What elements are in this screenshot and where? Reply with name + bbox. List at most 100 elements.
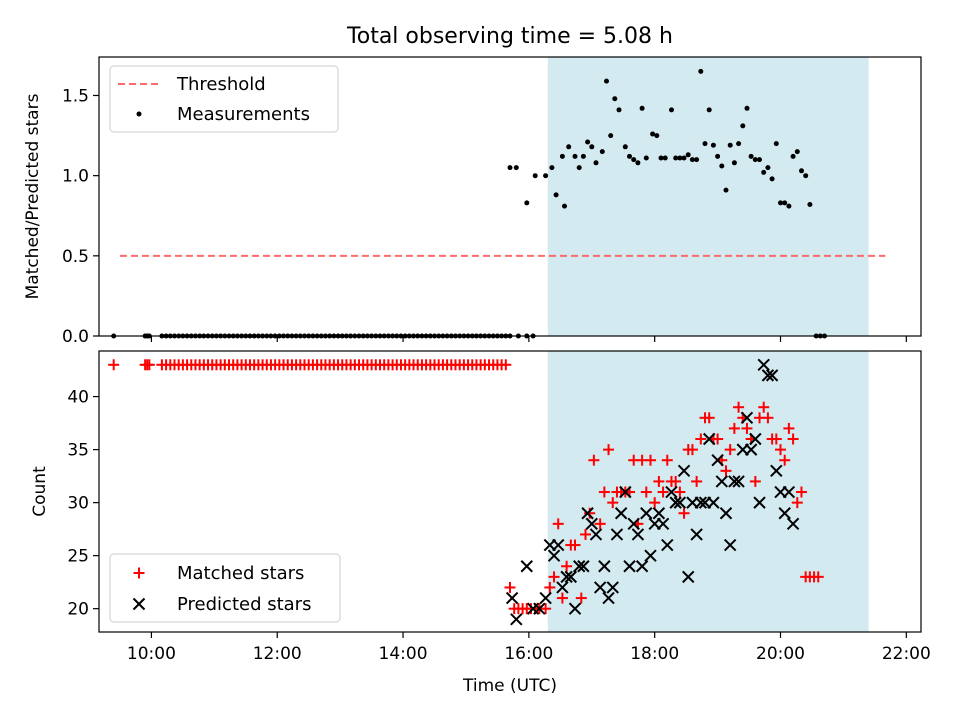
- matched-star-point: [504, 581, 516, 593]
- top-y-tick-label: 1.5: [62, 86, 89, 106]
- predicted-star-point: [694, 496, 708, 509]
- top-x-ticks: [150, 336, 907, 342]
- legend-matched-marker: [133, 567, 145, 579]
- measurement-point: [559, 153, 565, 159]
- legend-matched-swatch: [133, 567, 145, 579]
- legend-threshold-label: Threshold: [176, 74, 266, 95]
- matched-star-point: [561, 560, 573, 572]
- measurement-point: [650, 131, 656, 137]
- predicted-star-point: [606, 581, 619, 594]
- matched-star-point: [653, 475, 665, 487]
- legend-predicted-swatch: [132, 597, 146, 611]
- matched-star-point: [770, 433, 782, 445]
- matched-star-point: [588, 454, 600, 466]
- predicted-star-point: [593, 581, 607, 594]
- matched-star-point: [575, 592, 587, 604]
- matched-star-point: [695, 433, 707, 445]
- matched-star-point: [143, 359, 155, 371]
- measurement-point: [612, 96, 618, 102]
- matched-star-point: [579, 528, 591, 540]
- matched-star-point: [733, 401, 745, 413]
- predicted-star-point: [690, 528, 703, 541]
- matched-stars-points: [108, 359, 824, 615]
- predicted-star-point: [719, 507, 733, 520]
- predicted-star-point: [761, 369, 775, 382]
- measurement-point: [727, 142, 733, 148]
- top-y-axis-label: Matched/Predicted stars: [23, 93, 43, 299]
- measurement-point: [616, 107, 622, 113]
- measurement-point: [631, 157, 637, 163]
- predicted-star-point: [711, 454, 724, 467]
- predicted-star-point: [753, 496, 766, 509]
- measurement-point: [786, 203, 792, 209]
- top-y-tick-label: 1.0: [62, 167, 89, 187]
- matched-star-point: [603, 444, 615, 456]
- predicted-star-point: [568, 602, 582, 615]
- top-legend: Threshold Measurements: [109, 65, 339, 133]
- bottom-x-ticks: 10:00 12:00 14:00 16:00 18:00 20:00 22:00: [127, 632, 931, 664]
- matched-star-point: [594, 518, 606, 530]
- matched-star-point: [584, 507, 596, 519]
- predicted-star-point: [715, 475, 728, 488]
- predicted-star-point: [770, 464, 783, 478]
- predicted-star-point: [732, 475, 745, 488]
- measurement-point: [566, 144, 572, 150]
- predicted-star-point: [602, 591, 615, 605]
- measurement-point: [752, 157, 758, 163]
- measurement-point: [799, 168, 804, 174]
- predicted-star-point: [644, 549, 657, 562]
- predicted-star-point: [572, 560, 586, 573]
- measurement-point: [553, 192, 559, 198]
- x-tick-label: 20:00: [756, 644, 805, 664]
- predicted-star-point: [765, 369, 779, 382]
- predicted-star-point: [723, 538, 737, 552]
- measurement-point: [677, 155, 683, 161]
- predicted-star-point: [669, 496, 682, 509]
- measurement-point: [794, 149, 800, 155]
- matched-star-point: [762, 412, 774, 424]
- predicted-star-point: [560, 570, 573, 584]
- matched-star-point: [791, 497, 803, 509]
- bottom-y-ticks: 20 25 30 35 40: [67, 388, 99, 620]
- bottom-y-axis-label: Count: [30, 466, 50, 517]
- x-tick-label: 12:00: [253, 644, 302, 664]
- bottom-observing-window: [547, 351, 869, 632]
- top-y-ticks: 0.0 0.5 1.0 1.5: [62, 86, 99, 347]
- measurement-point: [685, 152, 691, 158]
- top-y-tick-label: 0.0: [62, 327, 89, 347]
- measurement-point: [513, 165, 519, 171]
- bottom-y-tick-label: 30: [67, 494, 89, 514]
- x-tick-label: 22:00: [882, 644, 931, 664]
- predicted-star-point: [703, 432, 716, 446]
- predicted-star-point: [520, 560, 533, 573]
- measurement-point: [654, 133, 660, 139]
- predicted-star-point: [539, 591, 552, 605]
- predicted-star-point: [577, 560, 590, 573]
- legend-measurement-label: Measurements: [177, 104, 310, 125]
- legend-measurement-swatch: [136, 111, 142, 117]
- measurement-point: [562, 203, 567, 209]
- matched-star-point: [775, 444, 787, 456]
- bottom-axes-frame: [98, 350, 922, 633]
- matched-star-point: [500, 359, 512, 371]
- measurement-point: [681, 155, 687, 161]
- measurement-point: [658, 155, 664, 161]
- measurement-point: [507, 165, 513, 171]
- x-axis-label: Time (UTC): [462, 676, 557, 696]
- measurement-point: [748, 153, 754, 159]
- predicted-star-point: [757, 358, 770, 371]
- measurement-point: [662, 155, 668, 161]
- measurement-point: [627, 153, 632, 159]
- measurement-point: [723, 187, 729, 193]
- top-axes-frame: [98, 56, 922, 337]
- predicted-star-point: [682, 570, 695, 584]
- predicted-star-point: [510, 613, 523, 626]
- matched-star-point: [649, 497, 661, 509]
- measurement-point: [710, 142, 716, 148]
- matched-star-point: [720, 465, 732, 477]
- measurement-point: [673, 155, 679, 161]
- predicted-star-point: [778, 507, 791, 520]
- measurement-point: [576, 165, 582, 171]
- matched-star-point: [644, 454, 656, 466]
